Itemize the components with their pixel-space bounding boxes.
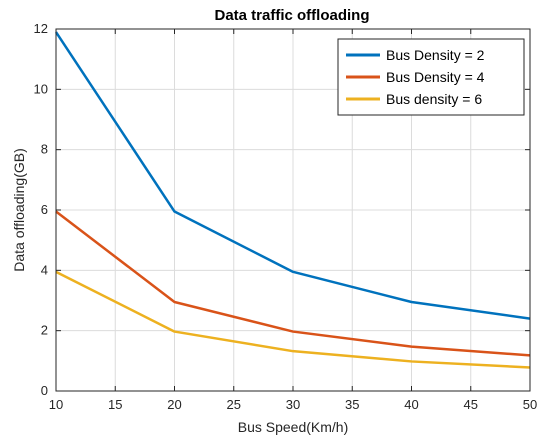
series-line-2: [55, 210, 531, 357]
series-line-1: [54, 31, 531, 320]
axis-ticks: 10 15 20 25 30 35 40 45 50 0 2 4 6 8 10 12: [34, 21, 538, 412]
y-tick-label: 8: [41, 142, 48, 157]
y-tick-label: 12: [34, 21, 48, 36]
legend-entry-1: Bus Density = 2: [386, 47, 485, 63]
x-tick-label: 20: [167, 397, 181, 412]
series-layer: [54, 31, 531, 369]
x-tick-label: 45: [464, 397, 478, 412]
y-axis-label: Data offloading(GB): [11, 148, 27, 271]
legend-entry-2: Bus Density = 4: [386, 69, 485, 85]
series-line-3: [55, 270, 531, 369]
legend-entry-3: Bus density = 6: [386, 91, 482, 107]
y-tick-label: 6: [41, 202, 48, 217]
x-tick-label: 35: [345, 397, 359, 412]
chart-title: Data traffic offloading: [214, 7, 369, 24]
y-tick-label: 0: [41, 383, 48, 398]
x-tick-label: 15: [108, 397, 122, 412]
x-tick-label: 40: [404, 397, 418, 412]
x-axis-label: Bus Speed(Km/h): [238, 419, 349, 435]
y-tick-label: 2: [41, 323, 48, 338]
x-tick-label: 10: [49, 397, 63, 412]
y-tick-label: 4: [41, 262, 48, 277]
x-tick-label: 30: [286, 397, 300, 412]
legend: Bus Density = 2 Bus Density = 4 Bus densit…: [337, 38, 525, 116]
x-tick-label: 50: [523, 397, 537, 412]
y-tick-label: 10: [34, 81, 48, 96]
x-tick-label: 25: [227, 397, 241, 412]
